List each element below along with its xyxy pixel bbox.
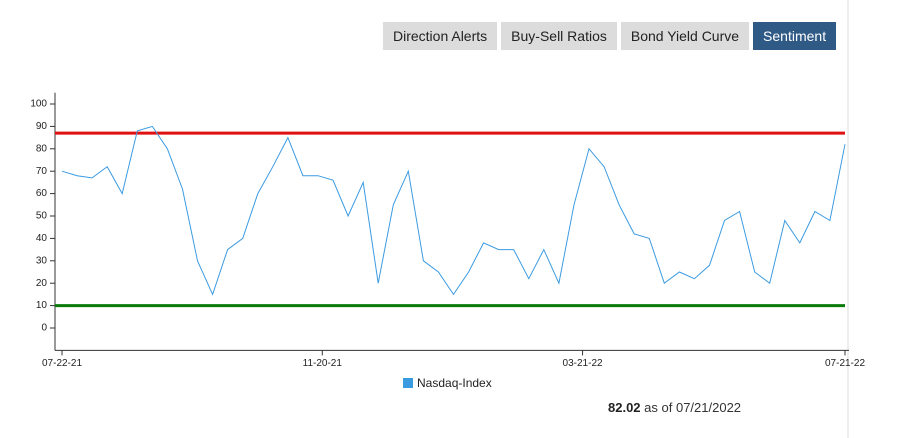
tab[interactable]: Bond Yield Curve (620, 22, 750, 50)
y-tick-label: 30 (36, 255, 48, 266)
y-tick-label: 80 (36, 143, 48, 154)
y-tick-label: 40 (36, 233, 48, 244)
tab[interactable]: Direction Alerts (383, 22, 498, 50)
y-tick-label: 20 (36, 278, 48, 289)
y-tick-label: 0 (41, 323, 47, 334)
x-tick-label: 07-21-22 (825, 358, 865, 369)
latest-reading: 82.02 as of 07/21/2022 (608, 400, 741, 415)
series-line (61, 125, 846, 296)
y-tick-label: 70 (36, 166, 48, 177)
y-tick-label: 10 (36, 300, 48, 311)
as-of: as of 07/21/2022 (644, 400, 742, 415)
tab[interactable]: Sentiment (753, 22, 837, 50)
tab[interactable]: Buy-Sell Ratios (501, 22, 617, 50)
latest-value: 82.02 (608, 400, 641, 415)
y-tick-label: 50 (36, 211, 48, 222)
legend-swatch (403, 378, 413, 388)
tab-bar: Direction Alerts Buy-Sell Ratios Bond Yiel… (383, 22, 837, 50)
y-tick-label: 100 (30, 99, 47, 110)
legend-label: Nasdaq-Index (417, 376, 492, 390)
y-tick-label: 90 (36, 121, 48, 132)
y-tick-label: 60 (36, 188, 48, 199)
x-tick-label: 07-22-21 (42, 358, 82, 369)
x-tick-label: 11-20-21 (303, 358, 343, 369)
x-tick-label: 03-21-22 (563, 358, 603, 369)
